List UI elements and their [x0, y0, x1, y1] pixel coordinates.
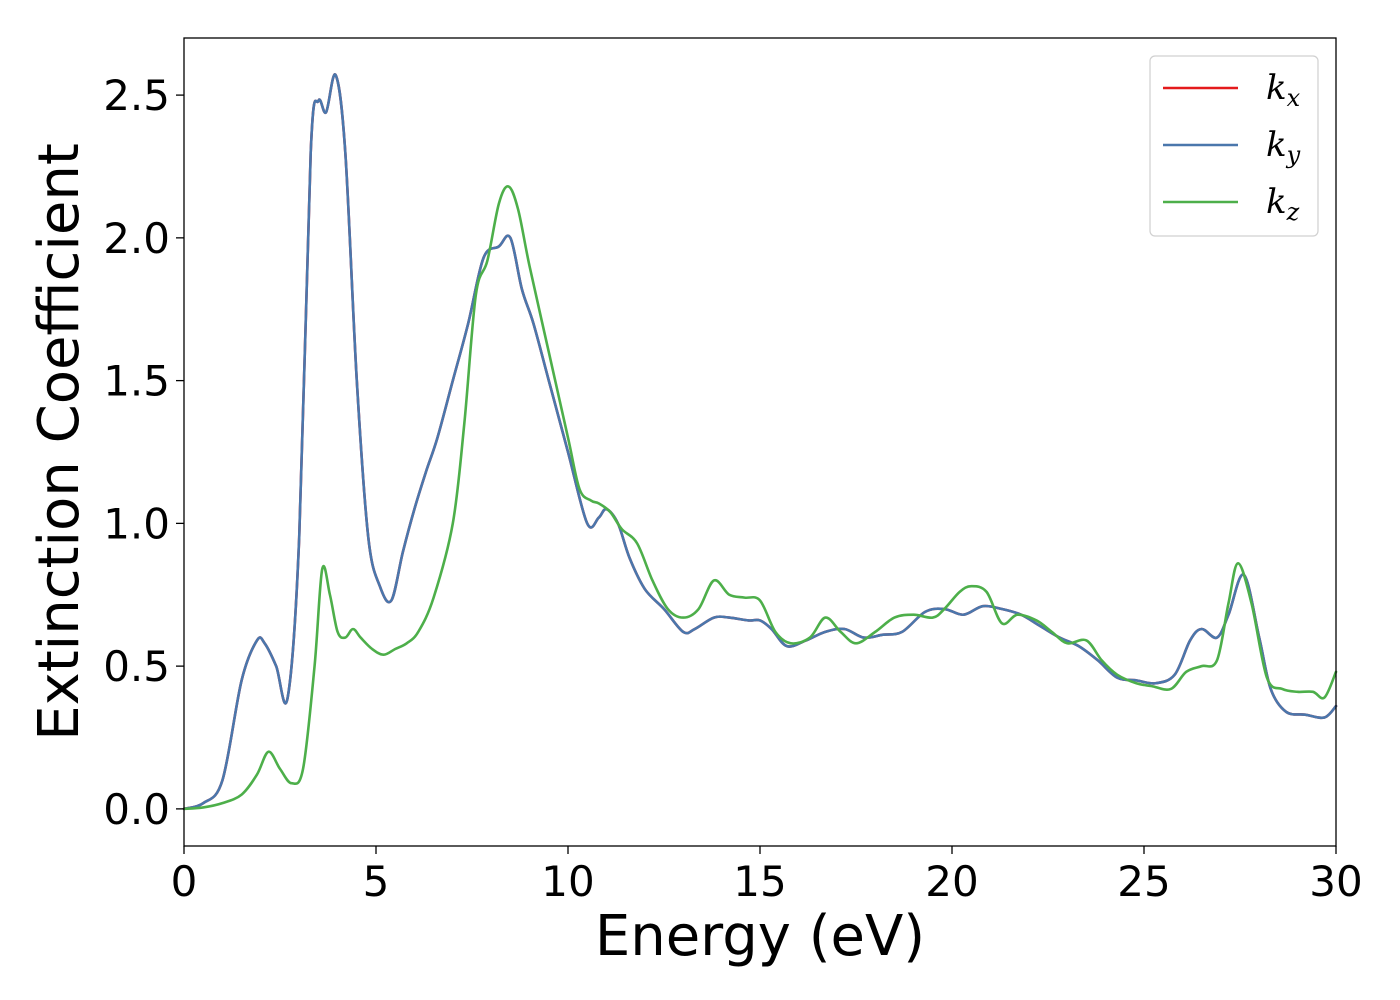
plot-frame: [183, 37, 1337, 847]
plot-area: [184, 38, 1336, 846]
y-tick-label: 0.5: [103, 642, 170, 691]
ticks-layer: 0 5 10 15 20 25 30 0.0 0.5 1.0 1.5 2.0 2.5: [103, 71, 1363, 906]
y-tick-label: 1.0: [103, 499, 170, 548]
legend-label-sub: z: [1286, 198, 1300, 226]
x-tick-label: 0: [171, 857, 198, 906]
legend-label-sub: x: [1287, 84, 1301, 112]
series-layer: [182, 73, 1338, 811]
legend-label-sub: y: [1286, 141, 1301, 169]
legend-label-main: k: [1266, 125, 1287, 165]
series-line-y: [182, 73, 1338, 811]
y-tick-label: 1.5: [103, 357, 170, 406]
y-axis-title: Extinction Coefficient: [27, 143, 92, 741]
legend-label-z: kz: [1266, 182, 1300, 226]
x-tick-label: 5: [363, 857, 390, 906]
x-tick-label: 15: [733, 857, 786, 906]
series-line-z: [182, 185, 1338, 811]
x-tick-label: 25: [1117, 857, 1170, 906]
legend-label-y: ky: [1266, 125, 1301, 169]
x-tick-label: 30: [1309, 857, 1362, 906]
legend-label-main: k: [1266, 182, 1287, 222]
x-tick-label: 10: [541, 857, 594, 906]
legend-label-main: k: [1266, 68, 1287, 108]
legend-label-x: kx: [1266, 68, 1301, 112]
y-tick-label: 0.0: [103, 785, 170, 834]
y-tick-label: 2.5: [103, 71, 170, 120]
x-axis-title: Energy (eV): [595, 904, 925, 969]
y-tick-label: 2.0: [103, 214, 170, 263]
x-tick-label: 20: [925, 857, 978, 906]
